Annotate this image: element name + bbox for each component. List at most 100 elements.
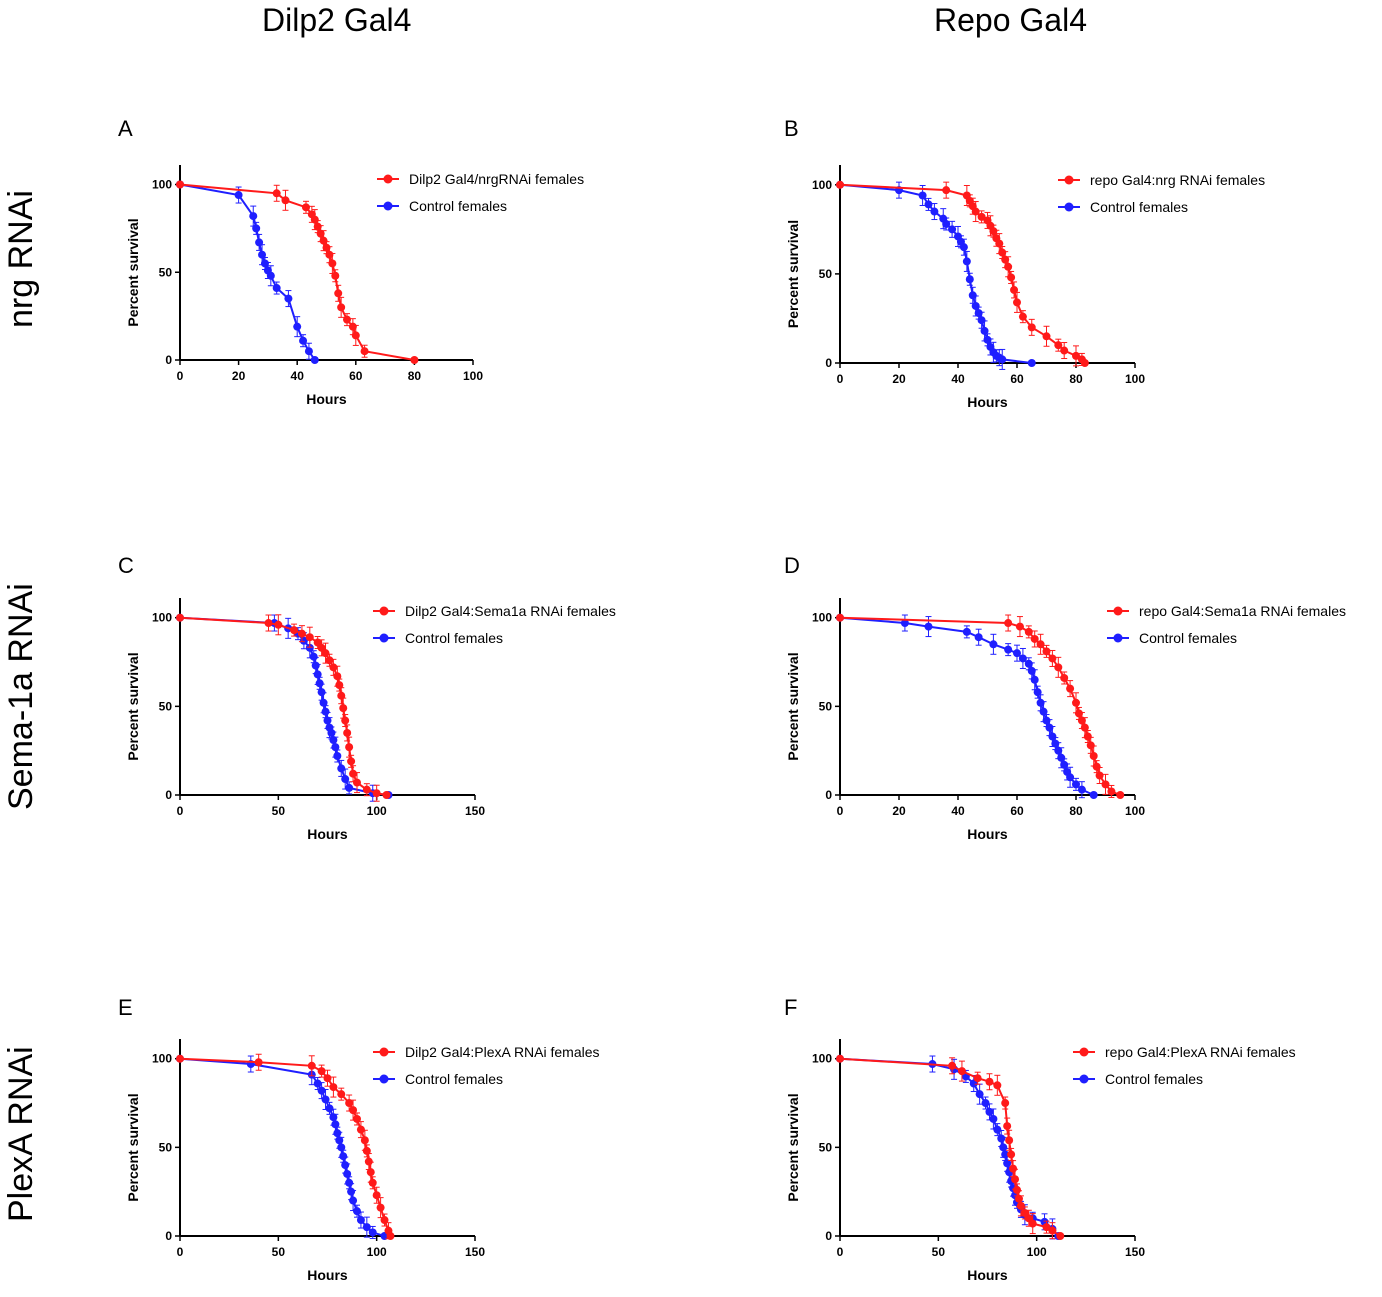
y-tick-label: 100: [152, 611, 172, 625]
series-line: [179, 616, 387, 796]
data-point: [317, 1067, 326, 1076]
data-point: [1036, 640, 1045, 649]
data-point: [985, 1077, 994, 1086]
x-tick-label: 60: [1010, 804, 1024, 818]
x-tick-label: 0: [837, 1245, 844, 1259]
data-point: [331, 1120, 340, 1129]
data-point: [1027, 359, 1036, 367]
panel-letter: F: [784, 995, 797, 1020]
legend-label: Control females: [409, 198, 507, 214]
data-point: [347, 1187, 356, 1196]
legend-swatch-marker: [383, 174, 393, 184]
data-point: [311, 661, 320, 670]
data-point: [1004, 262, 1013, 271]
y-tick-label: 50: [159, 699, 173, 713]
data-point: [1042, 1223, 1051, 1232]
series-line: [179, 616, 389, 796]
data-point: [1066, 684, 1075, 693]
legend-swatch-marker: [1113, 633, 1123, 643]
data-point: [362, 785, 371, 794]
data-point: [176, 180, 184, 189]
data-point: [334, 289, 343, 298]
data-point: [328, 259, 337, 268]
chart-panel-c: C 0 50 100 150 0 50 100 Hours Percent survival Dil…: [118, 553, 616, 842]
legend-swatch-marker: [379, 1047, 389, 1057]
legend-swatch-marker: [1064, 175, 1074, 185]
data-point: [1013, 1185, 1021, 1194]
y-tick-label: 100: [152, 178, 172, 192]
y-axis-label: Percent survival: [125, 652, 141, 760]
data-point: [1060, 346, 1069, 355]
data-point: [1101, 780, 1110, 789]
data-point: [1054, 663, 1063, 672]
data-point: [974, 633, 983, 642]
legend-label: repo Gal4:nrg RNAi females: [1090, 172, 1265, 188]
series-line: [839, 616, 1095, 796]
data-point: [360, 347, 369, 356]
data-point: [343, 315, 352, 324]
data-point: [310, 215, 319, 224]
data-point: [343, 1169, 352, 1178]
data-point: [325, 656, 334, 665]
data-point: [1024, 627, 1033, 636]
y-tick-label: 0: [165, 1229, 172, 1243]
data-point: [1005, 1136, 1014, 1145]
data-point: [1060, 673, 1069, 682]
data-point: [993, 1125, 1002, 1134]
data-point: [1054, 341, 1063, 350]
data-point: [1048, 1226, 1057, 1235]
data-point: [985, 1107, 994, 1116]
data-point: [322, 243, 331, 252]
legend-label: Control females: [405, 630, 503, 646]
y-axis-label: Percent survival: [125, 218, 141, 326]
y-axis-label: Percent survival: [125, 1093, 141, 1201]
data-point: [989, 227, 998, 236]
y-tick-label: 0: [825, 788, 832, 802]
data-point: [1018, 312, 1027, 321]
data-point: [1004, 645, 1013, 654]
x-tick-label: 0: [177, 369, 184, 383]
data-point: [343, 728, 352, 737]
series-line: [179, 183, 316, 361]
data-point: [368, 1178, 377, 1187]
x-tick-label: 40: [951, 372, 965, 386]
data-point: [942, 220, 951, 229]
data-point: [1004, 619, 1013, 628]
data-point: [254, 1058, 263, 1067]
data-point: [333, 672, 342, 681]
data-point: [325, 250, 334, 259]
data-point: [341, 1161, 350, 1170]
data-point: [333, 1129, 342, 1138]
x-axis-label: Hours: [967, 826, 1008, 842]
data-point: [942, 186, 951, 195]
data-point: [836, 1054, 844, 1063]
data-point: [380, 1216, 389, 1225]
data-point: [368, 1228, 377, 1237]
data-point: [1003, 1122, 1012, 1131]
data-point: [356, 1125, 365, 1134]
data-point: [1083, 732, 1092, 741]
data-point: [329, 663, 338, 672]
data-point: [1007, 273, 1016, 282]
data-point: [353, 1114, 361, 1123]
data-point: [331, 743, 340, 752]
y-tick-label: 50: [819, 1140, 833, 1154]
data-point: [321, 649, 330, 658]
data-point: [980, 326, 989, 335]
y-tick-label: 50: [159, 1140, 173, 1154]
x-tick-label: 60: [349, 369, 363, 383]
panel-letter: B: [784, 116, 799, 141]
data-point: [1039, 707, 1048, 716]
data-point: [252, 224, 261, 233]
data-point: [353, 778, 361, 787]
data-point: [1095, 771, 1104, 780]
data-point: [1054, 746, 1063, 755]
data-point: [349, 769, 358, 778]
data-point: [339, 704, 348, 713]
data-point: [410, 356, 419, 364]
data-point: [258, 250, 267, 259]
x-tick-label: 80: [1069, 804, 1083, 818]
data-point: [376, 1203, 385, 1212]
data-point: [1030, 634, 1039, 643]
